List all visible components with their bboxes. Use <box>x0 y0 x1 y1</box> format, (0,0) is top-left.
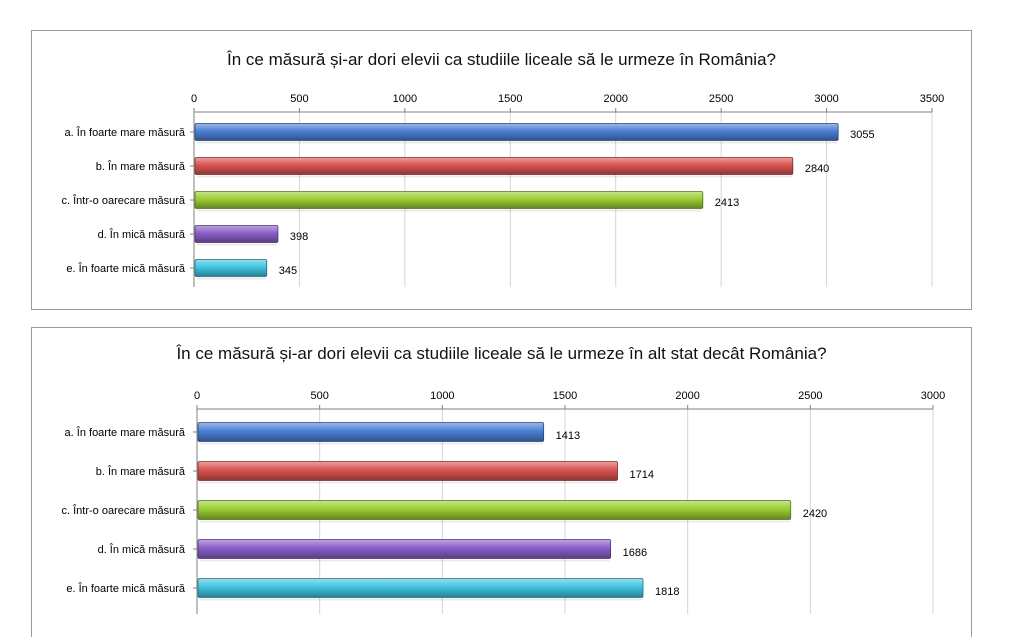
x-tick-label: 3000 <box>921 390 945 402</box>
value-label: 2413 <box>715 197 739 209</box>
bar-shadow <box>197 277 266 280</box>
x-tick-label: 3000 <box>814 93 838 105</box>
chart-panel-romania: În ce măsură și-ar dori elevii ca studii… <box>31 30 972 310</box>
x-tick-label: 2500 <box>709 93 733 105</box>
bar <box>197 578 644 598</box>
bar <box>197 500 792 520</box>
x-tick-label: 3500 <box>920 93 944 105</box>
category-label: b. În mare măsură <box>96 160 186 173</box>
category-label: d. În mică măsură <box>98 543 186 556</box>
x-tick-label: 0 <box>194 390 200 402</box>
value-label: 2840 <box>805 163 829 175</box>
bar-shadow <box>197 141 838 144</box>
value-label: 398 <box>290 231 308 243</box>
bar-chart-romania: 0 500 1000 1500 2000 2500 3000 3500 a. În foarte… <box>62 93 944 287</box>
category-label: a. În foarte mare măsură <box>65 126 186 139</box>
bar <box>197 461 618 481</box>
category-label: e. În foarte mică măsură <box>66 582 185 595</box>
bar <box>194 225 279 243</box>
value-label: 3055 <box>850 129 874 141</box>
x-tick-label: 1000 <box>430 390 454 402</box>
bar <box>194 191 704 209</box>
x-tick-label: 0 <box>191 93 197 105</box>
chart-title: În ce măsură și-ar dori elevii ca studii… <box>176 344 827 363</box>
category-label: d. În mică măsură <box>98 228 186 241</box>
bar-shadow <box>200 481 617 484</box>
bar <box>194 259 268 277</box>
x-tick-label: 2500 <box>798 390 822 402</box>
x-tick-label: 2000 <box>603 93 627 105</box>
category-label: a. În foarte mare măsură <box>65 426 186 439</box>
bar <box>194 123 839 141</box>
x-tick-label: 2000 <box>675 390 699 402</box>
value-label: 1686 <box>623 547 647 559</box>
value-label: 2420 <box>803 508 827 520</box>
value-label: 1413 <box>556 430 580 442</box>
bar-shadow <box>197 243 277 246</box>
bar-shadow <box>200 520 790 523</box>
bar <box>197 422 545 442</box>
category-label: c. Într-o oarecare măsură <box>62 194 186 207</box>
bar <box>197 539 612 559</box>
bar-shadow <box>200 559 610 562</box>
value-label: 1818 <box>655 586 679 598</box>
x-tick-label: 1500 <box>553 390 577 402</box>
category-label: b. În mare măsură <box>96 465 186 478</box>
bar-shadow <box>197 209 702 212</box>
value-label: 345 <box>279 265 297 277</box>
chart-panel-abroad: În ce măsură și-ar dori elevii ca studii… <box>31 327 972 637</box>
category-label: c. Într-o oarecare măsură <box>62 504 186 517</box>
x-tick-label: 500 <box>310 390 328 402</box>
x-tick-label: 500 <box>290 93 308 105</box>
category-label: e. În foarte mică măsură <box>66 262 185 275</box>
bar-shadow <box>197 175 792 178</box>
chart-title: În ce măsură și-ar dori elevii ca studii… <box>227 50 776 69</box>
bar <box>194 157 794 175</box>
x-tick-label: 1000 <box>393 93 417 105</box>
x-tick-label: 1500 <box>498 93 522 105</box>
bar-shadow <box>200 442 543 445</box>
value-label: 1714 <box>630 469 654 481</box>
bar-chart-abroad: 0 500 1000 1500 2000 2500 3000 a. În foarte mar… <box>62 390 945 614</box>
bar-shadow <box>200 598 643 601</box>
